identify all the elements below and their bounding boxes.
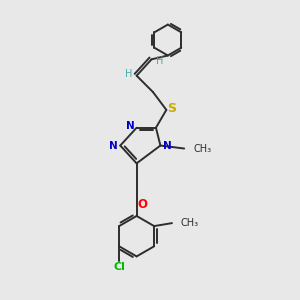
Text: O: O bbox=[137, 199, 147, 212]
Text: N: N bbox=[110, 140, 118, 151]
Text: CH₃: CH₃ bbox=[194, 143, 212, 154]
Text: Cl: Cl bbox=[113, 262, 125, 272]
Text: N: N bbox=[163, 140, 171, 151]
Text: CH₃: CH₃ bbox=[181, 218, 199, 228]
Text: S: S bbox=[167, 102, 176, 115]
Text: N: N bbox=[126, 121, 134, 131]
Text: H: H bbox=[124, 69, 132, 79]
Text: H: H bbox=[156, 56, 164, 66]
